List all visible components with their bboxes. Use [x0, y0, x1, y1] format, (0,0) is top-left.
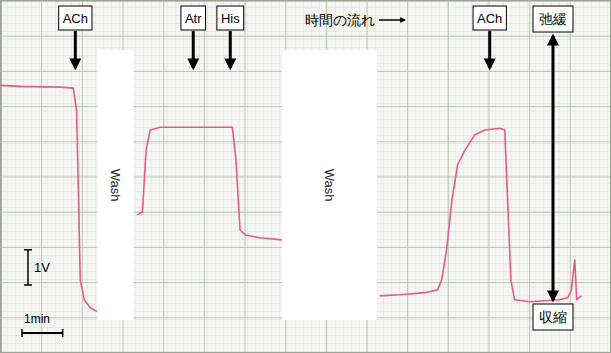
wash-block — [282, 50, 377, 320]
chart: Wash Wash ACh Atr His ACh 時間の流れ 弛緩収縮 1V 1min — [0, 0, 611, 353]
direction-box — [533, 304, 573, 330]
wash-label: Wash — [108, 169, 123, 202]
paper — [0, 0, 611, 353]
annotation-box — [473, 6, 506, 30]
annotation-arrow — [488, 31, 491, 68]
scale-bar-x: 1min — [22, 312, 63, 337]
annotation: His — [217, 6, 244, 68]
annotation-label: His — [221, 11, 240, 26]
scale-bar-x-cap — [62, 329, 64, 337]
wash-block — [97, 50, 133, 320]
annotation-label: ACh — [63, 11, 88, 26]
wash-label: Wash — [322, 169, 337, 202]
x-axis-line — [1, 1, 611, 353]
annotation-box — [217, 6, 244, 30]
annotation-arrow — [74, 31, 77, 68]
x-label: 時間の流れ — [305, 12, 375, 28]
scale-bar-x-cap — [21, 329, 23, 337]
x-grid — [1, 1, 611, 353]
y-axis-line — [1, 1, 611, 353]
trace-line — [1, 85, 582, 311]
scale-bar-y-label: 1V — [34, 260, 50, 275]
scale-bar-x-line — [22, 332, 63, 334]
annotation-arrow — [229, 31, 232, 68]
scale-bar-y-line — [27, 250, 29, 285]
scale-bar-y-cap — [24, 284, 32, 286]
direction-label: 収縮 — [539, 309, 567, 325]
annotation-box — [181, 6, 206, 30]
y-grid-line — [1, 36, 611, 37]
labels: Wash Wash ACh Atr His ACh 時間の流れ 弛緩収縮 1V 1min — [22, 6, 573, 337]
plot-frame — [1, 1, 611, 353]
scale-bar-x-label: 1min — [24, 312, 50, 326]
annotation-label: ACh — [477, 11, 502, 26]
direction-arrow — [552, 36, 555, 300]
scale-bar-y-cap — [24, 249, 32, 251]
annotation: Atr — [181, 6, 206, 68]
x-label-arrow — [379, 19, 405, 21]
plot-area — [1, 85, 582, 311]
y-grid — [1, 1, 611, 353]
annotation: ACh — [473, 6, 506, 68]
direction-label: 弛緩 — [539, 11, 567, 27]
annotation-label: Atr — [185, 11, 202, 26]
scale-bar-y: 1V — [24, 250, 50, 285]
annotation: ACh — [59, 6, 92, 68]
direction-box — [533, 6, 573, 32]
y-tick — [1, 36, 611, 37]
annotation-arrow — [192, 31, 195, 68]
annotation-box — [59, 6, 92, 30]
